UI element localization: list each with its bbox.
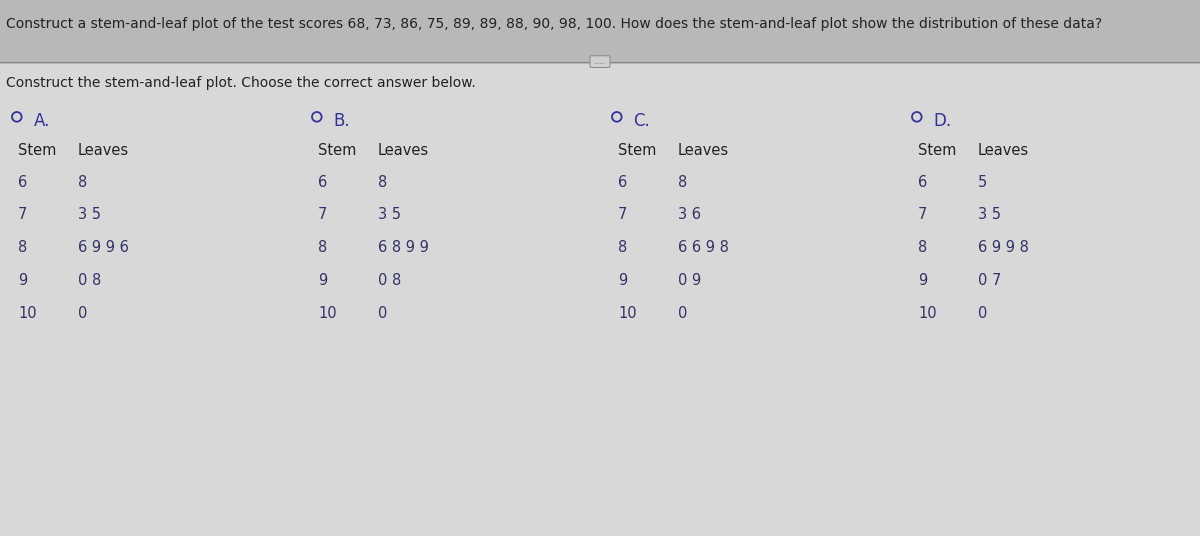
Text: 10: 10 bbox=[618, 306, 637, 321]
Text: 0 8: 0 8 bbox=[78, 273, 101, 288]
Text: 0: 0 bbox=[78, 306, 88, 321]
Bar bbox=[0, 64, 1200, 536]
Text: 0 8: 0 8 bbox=[378, 273, 401, 288]
Text: 6 9 9 8: 6 9 9 8 bbox=[978, 240, 1028, 255]
Text: 8: 8 bbox=[78, 175, 88, 190]
Text: 6: 6 bbox=[318, 175, 328, 190]
Text: 3 6: 3 6 bbox=[678, 207, 701, 222]
Text: D.: D. bbox=[934, 111, 952, 130]
Text: 6: 6 bbox=[18, 175, 28, 190]
Text: 10: 10 bbox=[18, 306, 37, 321]
Bar bbox=[0, 0, 1200, 64]
Text: 6: 6 bbox=[918, 175, 928, 190]
Text: 5: 5 bbox=[978, 175, 988, 190]
Text: 3 5: 3 5 bbox=[978, 207, 1001, 222]
Text: Leaves: Leaves bbox=[78, 143, 130, 158]
Text: Leaves: Leaves bbox=[678, 143, 730, 158]
Text: Construct a stem-and-leaf plot of the test scores 68, 73, 86, 75, 89, 89, 88, 90: Construct a stem-and-leaf plot of the te… bbox=[6, 17, 1102, 31]
Text: 6: 6 bbox=[618, 175, 628, 190]
Text: 7: 7 bbox=[318, 207, 328, 222]
Text: A.: A. bbox=[34, 111, 50, 130]
Text: Stem: Stem bbox=[18, 143, 56, 158]
Text: ....: .... bbox=[592, 57, 608, 66]
Text: B.: B. bbox=[334, 111, 350, 130]
Text: C.: C. bbox=[634, 111, 650, 130]
Text: 3 5: 3 5 bbox=[378, 207, 401, 222]
Text: 0: 0 bbox=[378, 306, 388, 321]
Text: 6 9 9 6: 6 9 9 6 bbox=[78, 240, 128, 255]
Text: 7: 7 bbox=[618, 207, 628, 222]
Text: 0 9: 0 9 bbox=[678, 273, 701, 288]
Text: 8: 8 bbox=[678, 175, 688, 190]
Text: Leaves: Leaves bbox=[978, 143, 1030, 158]
Text: 0: 0 bbox=[978, 306, 988, 321]
Text: Construct the stem-and-leaf plot. Choose the correct answer below.: Construct the stem-and-leaf plot. Choose… bbox=[6, 76, 475, 90]
Text: 0: 0 bbox=[678, 306, 688, 321]
Text: 10: 10 bbox=[918, 306, 937, 321]
Text: 3 5: 3 5 bbox=[78, 207, 101, 222]
Text: 6 6 9 8: 6 6 9 8 bbox=[678, 240, 728, 255]
Text: 10: 10 bbox=[318, 306, 337, 321]
Text: 7: 7 bbox=[918, 207, 928, 222]
Text: 9: 9 bbox=[18, 273, 28, 288]
Text: 9: 9 bbox=[318, 273, 328, 288]
Text: 6 8 9 9: 6 8 9 9 bbox=[378, 240, 428, 255]
Text: 8: 8 bbox=[18, 240, 28, 255]
Text: 8: 8 bbox=[918, 240, 928, 255]
Text: Stem: Stem bbox=[318, 143, 356, 158]
Text: 8: 8 bbox=[378, 175, 388, 190]
Text: 9: 9 bbox=[618, 273, 628, 288]
Text: Leaves: Leaves bbox=[378, 143, 430, 158]
Text: 8: 8 bbox=[318, 240, 328, 255]
Text: Stem: Stem bbox=[918, 143, 956, 158]
Text: 0 7: 0 7 bbox=[978, 273, 1001, 288]
Text: 8: 8 bbox=[618, 240, 628, 255]
Text: 9: 9 bbox=[918, 273, 928, 288]
Text: 7: 7 bbox=[18, 207, 28, 222]
Text: Stem: Stem bbox=[618, 143, 656, 158]
